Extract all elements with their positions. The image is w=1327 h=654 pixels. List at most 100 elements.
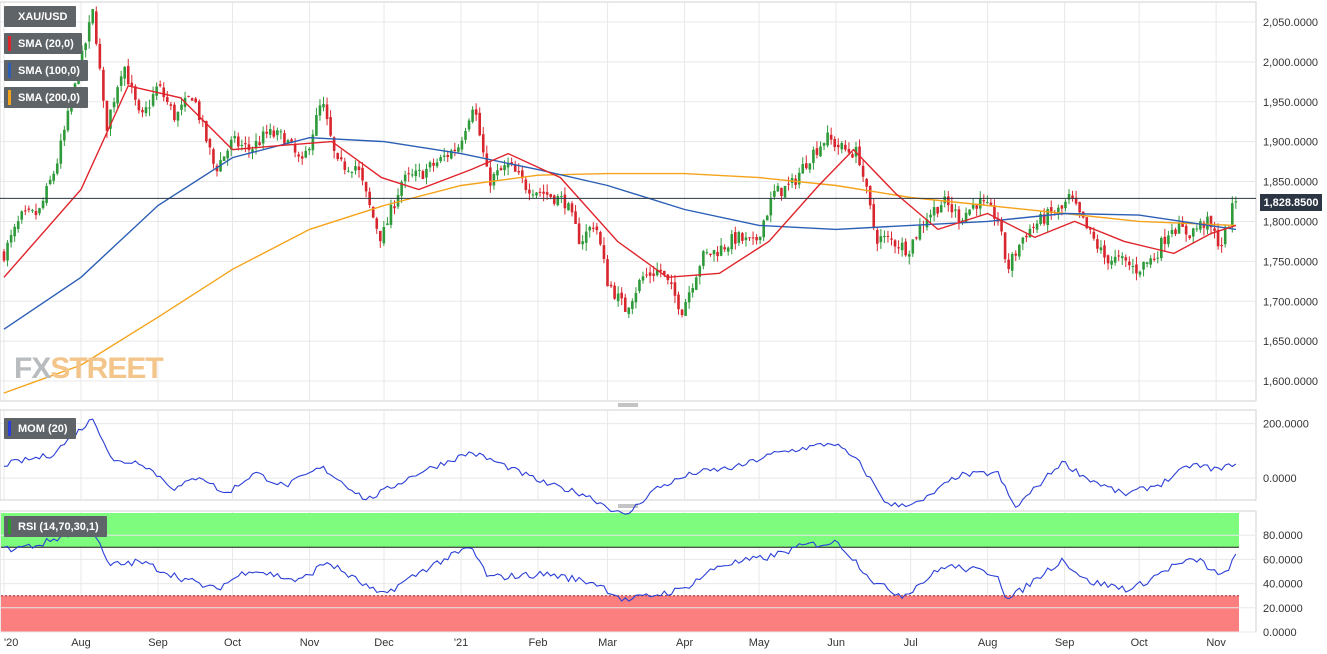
candle-body: [535, 192, 538, 196]
candle: [155, 82, 158, 101]
candle-body: [137, 100, 141, 111]
candle-body: [567, 203, 570, 211]
candle-body: [1067, 194, 1071, 200]
candle-body: [1035, 223, 1039, 230]
candle: [648, 266, 652, 284]
candle-body: [609, 284, 613, 287]
candle-body: [339, 157, 343, 160]
candle-body: [556, 196, 560, 206]
candle: [915, 236, 918, 241]
legend-sma20[interactable]: SMA (20,0): [4, 33, 82, 54]
legend-sma200[interactable]: SMA (200,0): [4, 87, 88, 108]
candle-body: [982, 200, 986, 202]
candle: [1117, 249, 1120, 262]
candle: [893, 239, 897, 254]
x-tick-label: '21: [454, 637, 468, 649]
legend-swatch: [8, 63, 11, 78]
legend-xauusd[interactable]: XAU/USD: [4, 6, 76, 27]
legend-swatch: [8, 519, 11, 534]
candle-body: [606, 259, 609, 287]
candle: [556, 193, 560, 207]
candle: [208, 137, 212, 155]
panel-resize-handle[interactable]: [618, 403, 638, 407]
candle-body: [496, 170, 499, 176]
candle-body: [577, 223, 581, 244]
candle-body: [1071, 195, 1074, 199]
candle: [1149, 255, 1152, 268]
candle-body: [762, 220, 765, 238]
candle-body: [932, 207, 936, 216]
candle-body: [705, 252, 709, 254]
candle: [538, 187, 542, 197]
price-tick-label: 2,050.0000: [1263, 17, 1318, 29]
candle: [1003, 232, 1007, 264]
candle-body: [531, 194, 535, 196]
candle: [300, 151, 304, 165]
candle: [375, 216, 379, 234]
x-tick-label: Jul: [904, 637, 918, 649]
candle: [112, 97, 116, 113]
candle: [1025, 232, 1028, 243]
candle: [13, 223, 16, 242]
x-tick-label: Sep: [148, 637, 168, 649]
candle-body: [691, 287, 694, 293]
candle: [641, 271, 645, 284]
candle-body: [978, 198, 982, 209]
candle: [890, 231, 893, 246]
candle-body: [453, 149, 457, 152]
candle: [1099, 240, 1103, 254]
candle-body: [1216, 229, 1220, 247]
candle: [723, 244, 726, 253]
candle-body: [939, 205, 943, 213]
x-tick-label: Nov: [300, 637, 320, 649]
candle-body: [879, 236, 883, 243]
candle-body: [574, 211, 577, 224]
candle-body: [1064, 201, 1067, 209]
legend-swatch: [8, 36, 11, 51]
candle: [98, 38, 102, 71]
legend-sma100[interactable]: SMA (100,0): [4, 60, 88, 81]
candle-body: [971, 204, 975, 209]
candle-body: [872, 204, 876, 229]
candle-body: [325, 104, 329, 120]
price-tick-label: 1,900.0000: [1263, 137, 1318, 149]
candle: [123, 66, 126, 86]
candle-body: [549, 194, 552, 197]
candle: [1106, 254, 1110, 270]
x-tick-label: Oct: [1131, 637, 1148, 649]
candle: [911, 239, 915, 257]
candle: [819, 141, 822, 158]
candle: [471, 106, 474, 124]
candle: [840, 140, 844, 154]
candle: [247, 136, 251, 158]
candle: [215, 163, 219, 177]
candle-body: [925, 219, 929, 228]
candle-body: [1128, 261, 1131, 266]
candle: [283, 129, 286, 145]
candle: [59, 133, 63, 169]
candle-body: [371, 206, 375, 218]
candle: [1195, 224, 1199, 232]
candle-body: [457, 147, 460, 152]
legend-mom[interactable]: MOM (20): [4, 418, 76, 439]
candle-body: [1089, 228, 1092, 230]
candle-body: [450, 150, 453, 159]
candle-body: [308, 148, 311, 151]
candle-body: [623, 297, 627, 312]
candle-body: [684, 301, 687, 316]
candle-body: [570, 203, 574, 213]
candle: [432, 158, 435, 172]
candle: [734, 226, 737, 250]
candle-body: [694, 277, 698, 290]
candle: [719, 238, 723, 257]
legend-rsi[interactable]: RSI (14,70,30,1): [4, 516, 107, 537]
candle: [868, 185, 872, 210]
candle-body: [765, 215, 769, 221]
candle: [925, 212, 929, 231]
candle-body: [783, 185, 787, 198]
candle-body: [446, 155, 450, 157]
candle-body: [819, 146, 822, 157]
candle: [428, 160, 432, 172]
candle-body: [357, 166, 361, 171]
candle: [634, 287, 638, 309]
